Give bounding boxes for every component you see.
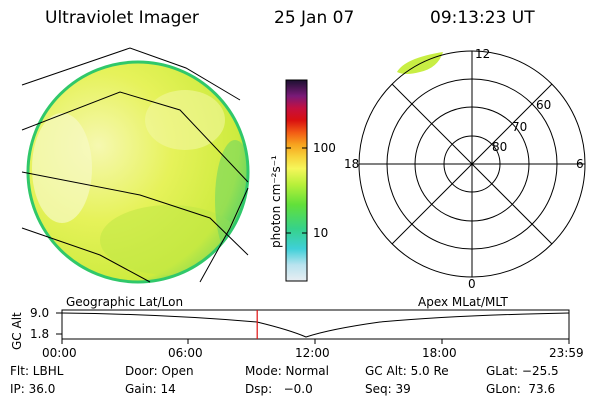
timeline-x-tick-2359: 23:59: [549, 346, 584, 360]
lat-lon-grid-lines: [21, 47, 249, 283]
mlt-label-0: 0: [468, 277, 476, 291]
status-ip: IP: 36.0: [10, 382, 56, 396]
app-title: Ultraviolet Imager: [45, 8, 199, 28]
status-door: Door: Open: [125, 364, 194, 378]
status-glat: GLat: −25.5: [486, 364, 559, 378]
mlt-label-18: 18: [344, 157, 360, 171]
colorbar-tick-100: 100: [313, 141, 336, 155]
auroral-oval-patch: [397, 52, 443, 74]
timeline-x-tick-1800: 18:00: [422, 346, 457, 360]
timeline-title-right: Apex MLat/MLT: [418, 295, 508, 309]
colorbar-tick-10: 10: [313, 226, 329, 240]
lat-label-80: 80: [492, 140, 508, 154]
timeline-title-left: Geographic Lat/Lon: [66, 295, 184, 309]
colorbar: [285, 79, 308, 282]
status-mode: Mode: Normal: [245, 364, 329, 378]
timeline-y-axis-label: GC Alt: [10, 312, 24, 350]
status-filter: Flt: LBHL: [10, 364, 64, 378]
status-dsp: Dsp: −0.0: [245, 382, 313, 396]
gc-altitude-curve: [61, 312, 570, 338]
colorbar-unit-label: photon cm⁻²s⁻¹: [269, 155, 283, 248]
mlt-label-6: 6: [576, 157, 584, 171]
earth-disk-image: [26, 60, 250, 284]
polar-plot: [358, 50, 586, 278]
status-gc-alt: GC Alt: 5.0 Re: [365, 364, 449, 378]
timeline-y-tick-1.8: 1.8: [30, 327, 50, 341]
status-gain: Gain: 14: [125, 382, 176, 396]
mlt-label-12: 12: [475, 47, 491, 61]
lat-label-60: 60: [536, 98, 552, 112]
time-label: 09:13:23 UT: [430, 8, 535, 28]
status-glon: GLon: 73.6: [486, 382, 556, 396]
date-label: 25 Jan 07: [274, 8, 355, 28]
timeline-x-tick-0000: 00:00: [42, 346, 77, 360]
timeline-plot: [56, 309, 570, 344]
timeline-x-tick-1200: 12:00: [295, 346, 330, 360]
lat-label-70: 70: [512, 120, 528, 134]
status-seq: Seq: 39: [365, 382, 411, 396]
timeline-y-tick-9: 9.0: [30, 306, 50, 320]
timeline-x-tick-0600: 06:00: [168, 346, 203, 360]
